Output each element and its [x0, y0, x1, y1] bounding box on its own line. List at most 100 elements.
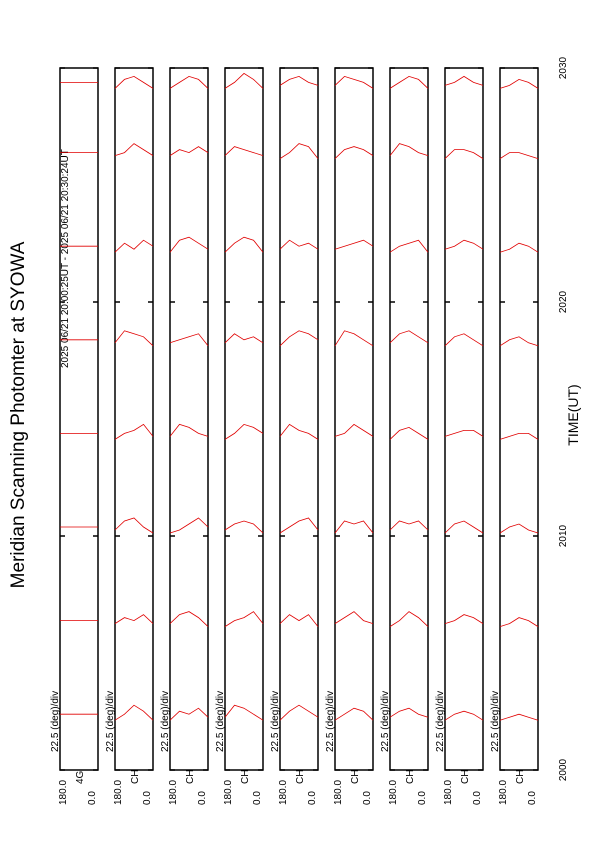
scale-label: 22.5 (deg)/div [105, 691, 116, 752]
trace [224, 704, 264, 721]
panel-frame [59, 67, 99, 771]
trace [279, 330, 319, 347]
chart-title: Meridian Scanning Photomter at SYOWA [8, 241, 29, 588]
scale-label: 22.5 (deg)/div [270, 691, 281, 752]
trace [334, 239, 374, 250]
trace [444, 149, 484, 159]
channel-label: CH [460, 770, 471, 784]
a-tick-label: 0.0 [307, 791, 318, 805]
trace [444, 710, 484, 721]
panel-frame [169, 67, 209, 771]
trace [334, 423, 374, 437]
trace [169, 517, 209, 534]
scale-label: 22.5 (deg)/div [380, 691, 391, 752]
trace [169, 423, 209, 437]
x-axis-label: TIME(UT) [565, 384, 581, 445]
trace [114, 75, 154, 89]
trace [334, 146, 374, 159]
trace [169, 333, 209, 347]
trace [334, 330, 374, 347]
channel-label: CH [130, 770, 141, 784]
a-tick-label: 0.0 [87, 791, 98, 805]
trace [114, 517, 154, 534]
trace [444, 614, 484, 624]
trace [224, 611, 264, 627]
x-tick-label: 2010 [558, 524, 569, 547]
trace [224, 520, 264, 534]
chart-subtitle: 2025 06/21 20:00:25UT - 2025 06/21 20:30… [60, 149, 71, 368]
a-tick-label: 0.0 [142, 791, 153, 805]
trace [389, 143, 429, 156]
trace [114, 143, 154, 156]
channel-label: CH [350, 770, 361, 784]
trace [224, 236, 264, 253]
trace [499, 432, 539, 440]
channel-label: 4G [75, 770, 86, 784]
a-tick-label: 0.0 [472, 791, 483, 805]
panel-frame [389, 67, 429, 771]
panel-frame [444, 67, 484, 771]
trace [444, 75, 484, 86]
trace [444, 429, 484, 437]
trace [499, 523, 539, 534]
panel-frame [114, 67, 154, 771]
trace [499, 242, 539, 253]
trace [334, 611, 374, 624]
trace [499, 713, 539, 721]
trace [444, 333, 484, 347]
trace [114, 704, 154, 721]
panel-frame [224, 67, 264, 771]
trace [334, 75, 374, 89]
trace [114, 614, 154, 624]
trace [114, 423, 154, 440]
trace [334, 707, 374, 721]
a-tick-label: 180.0 [443, 780, 454, 805]
x-tick-label: 2020 [558, 290, 569, 313]
trace [499, 152, 539, 159]
scale-label: 22.5 (deg)/div [50, 691, 61, 752]
trace [444, 239, 484, 250]
trace [389, 75, 429, 89]
a-tick-label: 180.0 [388, 780, 399, 805]
trace [499, 617, 539, 627]
channel-label: CH [295, 770, 306, 784]
a-tick-label: 0.0 [362, 791, 373, 805]
channel-label: CH [240, 770, 251, 784]
channel-label: CH [405, 770, 416, 784]
trace [389, 520, 429, 531]
x-tick-label: 2000 [558, 758, 569, 781]
trace [444, 520, 484, 534]
trace [389, 426, 429, 440]
panel-frame [279, 67, 319, 771]
trace [499, 78, 539, 89]
trace [169, 75, 209, 89]
a-tick-label: 180.0 [498, 780, 509, 805]
a-tick-label: 180.0 [278, 780, 289, 805]
a-tick-label: 0.0 [417, 791, 428, 805]
panel-frame [334, 67, 374, 771]
channel-label: CH [515, 770, 526, 784]
scale-label: 22.5 (deg)/div [325, 691, 336, 752]
trace [169, 611, 209, 627]
a-tick-label: 180.0 [113, 780, 124, 805]
a-tick-label: 180.0 [168, 780, 179, 805]
trace [279, 614, 319, 627]
panel-frame [499, 67, 539, 771]
a-tick-label: 0.0 [252, 791, 263, 805]
a-tick-label: 0.0 [527, 791, 538, 805]
scale-label: 22.5 (deg)/div [435, 691, 446, 752]
trace [224, 333, 264, 344]
a-tick-label: 180.0 [223, 780, 234, 805]
trace [279, 423, 319, 440]
trace [334, 520, 374, 534]
x-tick-label: 2030 [558, 56, 569, 79]
trace [389, 611, 429, 627]
trace [114, 239, 154, 253]
scale-label: 22.5 (deg)/div [215, 691, 226, 752]
trace [389, 330, 429, 344]
scale-label: 22.5 (deg)/div [490, 691, 501, 752]
trace [114, 330, 154, 347]
trace [279, 239, 319, 250]
trace [279, 704, 319, 721]
a-tick-label: 180.0 [333, 780, 344, 805]
